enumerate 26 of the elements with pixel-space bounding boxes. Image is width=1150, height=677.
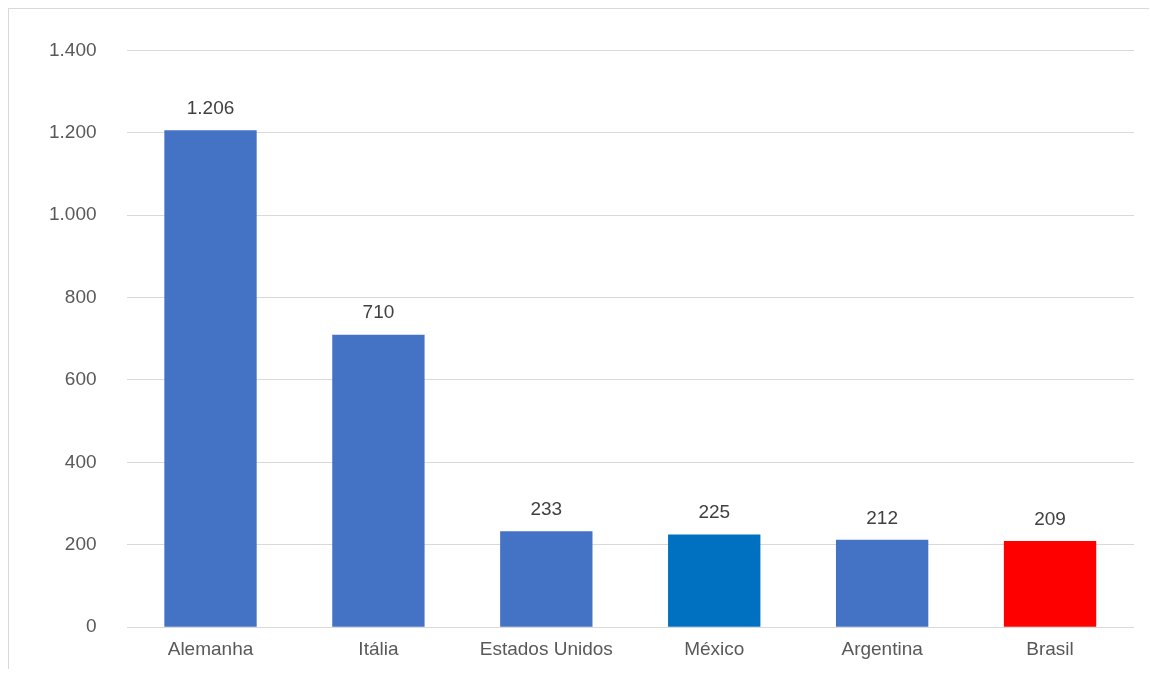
- bar: [164, 130, 257, 627]
- x-tick-label: Brasil: [1026, 637, 1074, 659]
- bar: [1003, 541, 1097, 627]
- x-tick-label: Alemanha: [167, 637, 254, 659]
- x-tick-label: Argentina: [841, 637, 924, 659]
- bar: [332, 334, 425, 627]
- x-tick-label: México: [684, 637, 745, 659]
- bar: [500, 531, 593, 627]
- data-label: 209: [1034, 507, 1066, 529]
- x-tick-label: Itália: [358, 637, 399, 659]
- y-tick-label: 600: [64, 368, 97, 390]
- data-label: 710: [362, 301, 395, 323]
- data-label: 212: [866, 506, 898, 528]
- y-tick-label: 800: [64, 285, 97, 307]
- y-tick-label: 400: [64, 450, 97, 472]
- bar: [835, 539, 929, 627]
- x-tick-label: Estados Unidos: [479, 637, 613, 659]
- y-tick-label: 1.200: [49, 121, 97, 143]
- data-label: 233: [530, 497, 563, 519]
- y-tick-label: 1.000: [49, 203, 97, 225]
- y-tick-label: 0: [85, 615, 97, 637]
- bar: [668, 534, 761, 627]
- data-label: 1.206: [186, 97, 235, 119]
- y-tick-label: 200: [64, 533, 97, 555]
- data-label: 225: [698, 501, 731, 523]
- y-tick-label: 1.400: [49, 38, 97, 60]
